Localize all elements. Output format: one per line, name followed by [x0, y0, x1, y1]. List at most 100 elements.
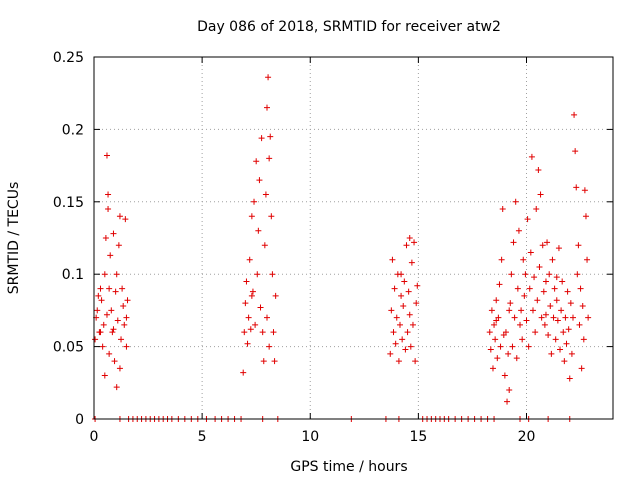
data-point [541, 321, 548, 328]
data-point [493, 317, 500, 324]
data-point [537, 191, 544, 198]
data-point [94, 307, 101, 314]
data-point [579, 303, 586, 310]
data-point [412, 358, 419, 365]
plot-frame [93, 56, 614, 420]
data-point [92, 336, 99, 343]
data-point [252, 321, 259, 328]
data-point [536, 263, 543, 270]
data-point [261, 242, 268, 249]
data-point [539, 242, 546, 249]
data-point [100, 321, 107, 328]
x-tick-label: 20 [518, 429, 536, 445]
data-point [118, 336, 125, 343]
data-point [110, 326, 117, 333]
data-point [103, 152, 110, 159]
data-point [562, 314, 569, 321]
data-point [545, 332, 552, 339]
data-point [496, 281, 503, 288]
data-point [555, 245, 562, 252]
data-point [108, 307, 115, 314]
data-point [525, 343, 532, 350]
data-point [268, 213, 275, 220]
data-point [509, 343, 516, 350]
data-point [487, 346, 494, 353]
data-point [506, 387, 513, 394]
data-point [569, 314, 576, 321]
data-point [518, 307, 525, 314]
data-point [404, 329, 411, 336]
data-point [258, 135, 265, 142]
data-point [533, 206, 540, 213]
data-point [123, 343, 130, 350]
data-point [395, 358, 402, 365]
data-point [527, 249, 534, 256]
data-point [122, 216, 129, 223]
data-point [401, 278, 408, 285]
data-point [493, 297, 500, 304]
data-point [576, 321, 583, 328]
data-point [255, 227, 262, 234]
y-axis-label: SRMTID / TECUs [6, 182, 22, 295]
data-point [574, 271, 581, 278]
data-point [114, 317, 121, 324]
data-point [116, 213, 123, 220]
data-point [528, 153, 535, 160]
data-point [113, 384, 120, 391]
data-point [405, 288, 412, 295]
grid [94, 57, 613, 419]
data-point [502, 329, 509, 336]
data-point [497, 343, 504, 350]
y-tick-label: 0.25 [53, 50, 84, 66]
data-point [523, 317, 530, 324]
data-point [492, 336, 499, 343]
data-point [552, 336, 559, 343]
data-point [557, 346, 564, 353]
data-point [260, 358, 267, 365]
data-point [246, 256, 253, 263]
data-point [398, 271, 405, 278]
data-point [106, 285, 113, 292]
data-point [540, 288, 547, 295]
data-point [501, 372, 508, 379]
data-point [400, 303, 407, 310]
data-point [408, 259, 415, 266]
y-tick-label: 0 [75, 412, 84, 428]
data-point [112, 288, 119, 295]
data-point [399, 336, 406, 343]
data-point [558, 307, 565, 314]
data-point [115, 242, 122, 249]
x-tick-label: 15 [409, 429, 427, 445]
data-point [106, 350, 113, 357]
data-point [517, 321, 524, 328]
data-point [109, 329, 116, 336]
data-point [124, 297, 131, 304]
data-point [544, 239, 551, 246]
data-point [111, 358, 118, 365]
data-point [257, 304, 264, 311]
data-point [564, 288, 571, 295]
data-point [571, 111, 578, 118]
x-axis-label: GPS time / hours [290, 459, 407, 475]
data-point [387, 350, 394, 357]
data-point [559, 278, 566, 285]
data-point [561, 358, 568, 365]
data-point [392, 340, 399, 347]
data-point [514, 285, 521, 292]
data-point [396, 321, 403, 328]
data-point [546, 271, 553, 278]
data-point [486, 329, 493, 336]
data-point [251, 198, 258, 205]
data-point [391, 285, 398, 292]
data-point [578, 365, 585, 372]
data-point [560, 329, 567, 336]
data-point [585, 314, 592, 321]
data-point [488, 307, 495, 314]
data-point [542, 278, 549, 285]
data-point [577, 285, 584, 292]
data-point [389, 256, 396, 263]
data-point [271, 358, 278, 365]
data-point [513, 355, 520, 362]
data-point [411, 239, 418, 246]
data-point [95, 292, 102, 299]
